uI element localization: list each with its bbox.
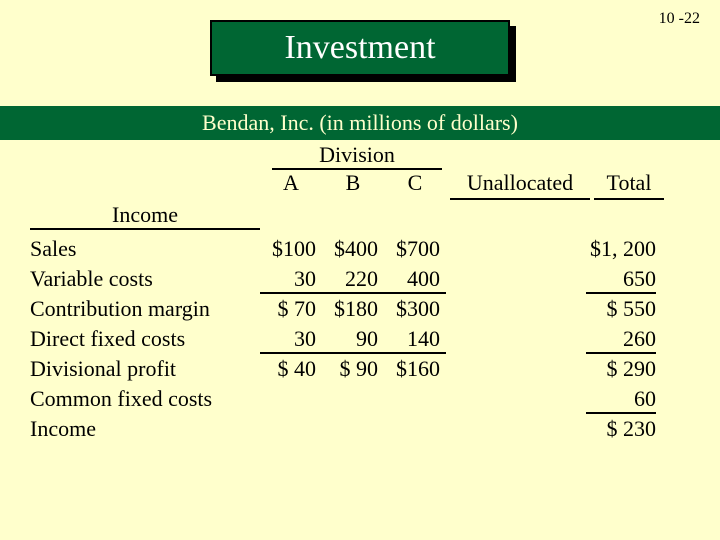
cell-a: $ 70: [260, 296, 322, 322]
col-header-total: Total: [594, 170, 664, 200]
cell-b: $400: [322, 236, 384, 262]
table-body: Sales$100$400$700$1, 200Variable costs30…: [30, 236, 690, 446]
col-header-c: C: [384, 170, 446, 200]
row-label: Income: [30, 416, 260, 442]
subtitle-bar: Bendan, Inc. (in millions of dollars): [0, 106, 720, 140]
table-row: Direct fixed costs3090140 260: [30, 326, 690, 356]
cell-c: $160: [384, 356, 446, 382]
table-row: Contribution margin$ 70$180$300 $ 550: [30, 296, 690, 326]
cell-total: $1, 200: [586, 236, 656, 262]
cell-a: 30: [260, 266, 322, 294]
cell-c: $700: [384, 236, 446, 262]
cell-a: 30: [260, 326, 322, 354]
cell-b: 90: [322, 326, 384, 354]
cell-total: 650: [586, 266, 656, 294]
table-row: Common fixed costs 60: [30, 386, 690, 416]
cell-b: $180: [322, 296, 384, 322]
cell-c: $300: [384, 296, 446, 322]
cell-total: $ 550: [586, 296, 656, 322]
cell-b: $ 90: [322, 356, 384, 382]
division-header: Division: [272, 142, 442, 170]
cell-total: 260: [586, 326, 656, 354]
row-label: Variable costs: [30, 266, 260, 292]
title-container: Investment: [210, 20, 510, 76]
cell-a: $100: [260, 236, 322, 262]
col-header-b: B: [322, 170, 384, 200]
row-label: Common fixed costs: [30, 386, 260, 412]
cell-total: $ 230: [586, 416, 656, 442]
column-header-row: A B C Unallocated Total: [30, 170, 690, 200]
table-row: Variable costs30220400 650: [30, 266, 690, 296]
cell-total: 60: [586, 386, 656, 414]
cell-total: $ 290: [586, 356, 656, 382]
table-row: Income $ 230: [30, 416, 690, 446]
cell-c: 140: [384, 326, 446, 354]
income-statement-table: Division A B C Unallocated Total Income …: [30, 142, 690, 446]
table-row: Divisional profit$ 40$ 90$160 $ 290: [30, 356, 690, 386]
income-section-header: Income: [30, 202, 260, 230]
row-label: Sales: [30, 236, 260, 262]
page-number: 10 -22: [659, 10, 700, 28]
table-row: Sales$100$400$700 $1, 200: [30, 236, 690, 266]
row-label: Contribution margin: [30, 296, 260, 322]
col-header-unallocated: Unallocated: [450, 170, 590, 200]
slide-title: Investment: [210, 20, 510, 76]
cell-b: 220: [322, 266, 384, 294]
col-header-a: A: [260, 170, 322, 200]
cell-c: 400: [384, 266, 446, 294]
row-label: Divisional profit: [30, 356, 260, 382]
cell-a: $ 40: [260, 356, 322, 382]
row-label: Direct fixed costs: [30, 326, 260, 352]
